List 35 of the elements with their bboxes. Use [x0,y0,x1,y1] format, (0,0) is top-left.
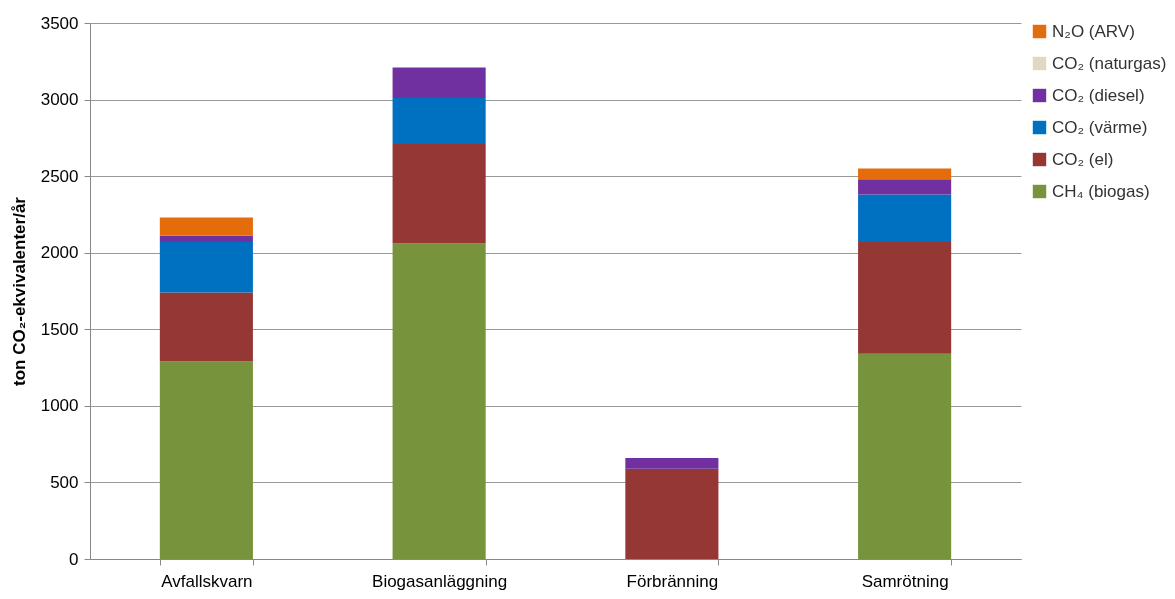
bar [159,217,253,236]
legend-label: CO₂ (naturgas) [1052,53,1167,73]
y-axis-title: ton CO₂-ekvivalenter/år [9,196,29,386]
x-tick-label: Biogasanläggning [372,571,508,591]
bar [858,194,952,242]
legend-label: CO₂ (diesel) [1052,85,1145,105]
legend-label: N₂O (ARV) [1052,21,1135,41]
bar [392,143,486,244]
bar [159,361,253,559]
bar [159,235,253,242]
y-tick-label: 3000 [40,90,79,110]
bar [159,292,253,362]
y-tick-label: 1000 [40,396,79,416]
legend-label: CO₂ (el) [1052,149,1114,169]
y-tick-label: 2000 [40,243,79,263]
bar [625,457,719,469]
bar [392,243,486,559]
x-tick-label: Avfallskvarn [161,571,253,591]
y-tick-label: 500 [50,472,79,492]
bar [858,353,952,559]
bar [159,241,253,293]
y-tick-label: 0 [69,549,79,569]
bar [625,468,719,559]
y-tick-label: 1500 [40,319,79,339]
bar [858,168,952,180]
x-tick-label: Förbränning [626,571,719,591]
y-tick-label: 2500 [40,166,79,186]
bar [392,67,486,99]
legend-label: CO₂ (värme) [1052,117,1148,137]
x-tick-label: Samrötning [861,571,949,591]
legend-label: CH₄ (biogas) [1052,181,1150,201]
bar [858,241,952,354]
y-tick-label: 3500 [40,13,79,33]
bar [858,179,952,195]
bar [392,98,486,144]
